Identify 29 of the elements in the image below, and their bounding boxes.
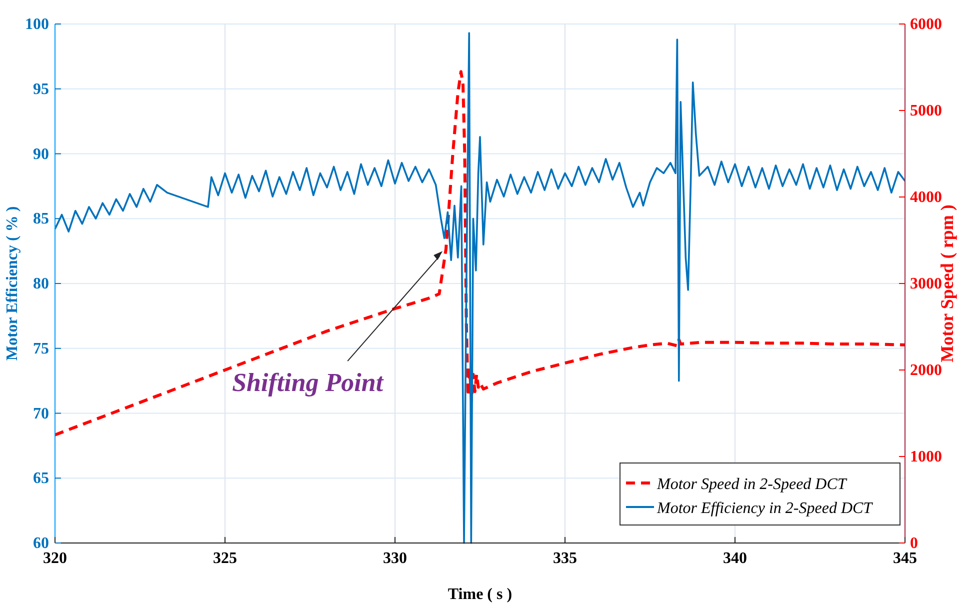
y2-tick-label: 4000 <box>910 189 942 206</box>
y-tick-label: 75 <box>33 340 49 358</box>
y-tick-label: 65 <box>33 470 49 488</box>
y2-tick-label: 2000 <box>910 362 942 379</box>
y2-tick-label: 6000 <box>910 16 942 33</box>
y2-tick-label: 0 <box>910 535 918 552</box>
y-tick-label: 85 <box>33 210 49 228</box>
x-tick-label: 335 <box>553 550 577 567</box>
y2-tick-label: 1000 <box>910 448 942 466</box>
line-series <box>54 32 906 544</box>
x-tick-label: 325 <box>213 550 237 567</box>
x-tick-label: 320 <box>43 550 67 567</box>
x-tick-label: 345 <box>893 550 917 567</box>
y-tick-label: 95 <box>33 80 49 98</box>
x-axis-title: Time ( s ) <box>448 586 512 603</box>
y-tick-label: 60 <box>33 535 49 552</box>
line-series <box>54 70 906 436</box>
x-tick-label: 340 <box>723 550 747 567</box>
y2-tick-label: 5000 <box>910 102 942 120</box>
y-axis-title: Motor Efficiency ( % ) <box>4 206 21 361</box>
legend-label: Motor Efficiency in 2-Speed DCT <box>656 500 874 517</box>
annotation: Shifting Point <box>232 368 384 398</box>
legend-label: Motor Speed in 2-Speed DCT <box>656 476 848 493</box>
y-tick-label: 70 <box>33 405 49 422</box>
y-tick-label: 80 <box>33 276 49 292</box>
x-tick-label: 330 <box>383 550 407 567</box>
y-tick-label: 90 <box>33 146 49 163</box>
y2-tick-label: 3000 <box>910 276 942 292</box>
y-tick-label: 100 <box>25 16 49 33</box>
